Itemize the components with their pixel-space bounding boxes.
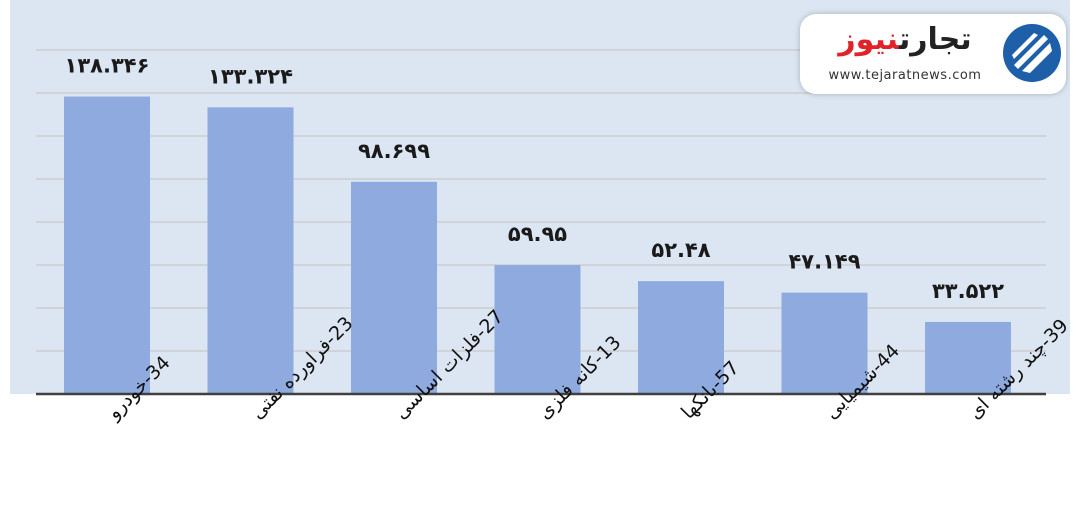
data-label: ۵۲.۴۸ xyxy=(651,238,710,262)
bar xyxy=(638,281,724,394)
logo-brand-accent: نیوز xyxy=(838,22,899,57)
bar xyxy=(207,107,294,395)
tejaratnews-logo: تجارتنیوز www.tejaratnews.com xyxy=(800,14,1066,94)
data-labels: ۱۳۸.۳۴۶ ۱۳۳.۳۲۴ ۹۸.۶۹۹ ۵۹.۹۵ ۵۲.۴۸ ۴۷.۱۴۹ ۳۳.۵… xyxy=(65,54,1005,303)
data-label: ۳۳.۵۲۲ xyxy=(932,279,1004,303)
tejaratnews-logo-icon xyxy=(1003,24,1061,82)
data-label: ۵۹.۹۵ xyxy=(508,222,567,246)
data-label: ۱۳۳.۳۲۴ xyxy=(208,64,293,88)
bar xyxy=(351,181,437,394)
bars xyxy=(64,96,1011,395)
bar xyxy=(781,292,868,394)
data-label: ۹۸.۶۹۹ xyxy=(358,139,430,163)
logo-url: www.tejaratnews.com xyxy=(828,68,982,83)
bar xyxy=(494,265,581,394)
bar xyxy=(64,96,150,395)
data-label: ۱۳۸.۳۴۶ xyxy=(65,54,150,78)
logo-brand-text: تجارتنیوز xyxy=(816,22,994,57)
logo-brand-main: تجارت xyxy=(898,22,972,57)
bar xyxy=(925,321,1011,394)
data-label: ۴۷.۱۴۹ xyxy=(788,250,860,274)
